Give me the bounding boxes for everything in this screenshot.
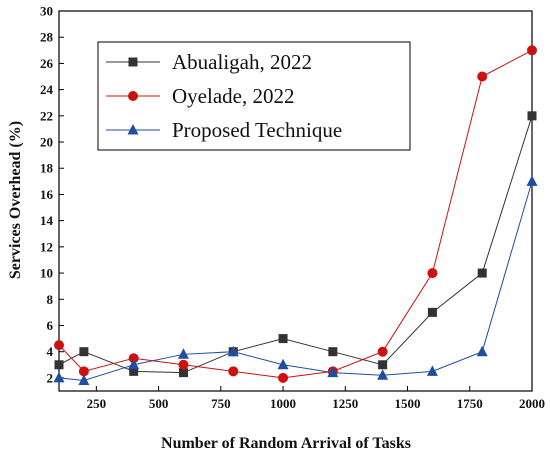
- y-tick-label: 12: [40, 239, 53, 254]
- plot-frame: [58, 10, 533, 392]
- series-layer: [53, 45, 538, 386]
- x-tick-label: 750: [211, 396, 231, 411]
- series-line: [58, 181, 533, 382]
- data-point: [177, 348, 189, 359]
- x-tick-label: 250: [87, 396, 107, 411]
- data-point: [178, 368, 188, 378]
- y-tick-label: 20: [40, 135, 53, 150]
- data-point: [426, 365, 438, 376]
- x-tick-label: 1750: [457, 396, 483, 411]
- data-point: [228, 366, 239, 377]
- data-point: [377, 346, 388, 357]
- data-point: [327, 366, 339, 378]
- data-point: [427, 268, 438, 279]
- data-point: [54, 340, 64, 351]
- data-point: [476, 345, 488, 357]
- y-tick-label: 26: [40, 56, 54, 71]
- data-point: [427, 307, 437, 317]
- plot-area: [58, 10, 533, 392]
- y-tick-label: 4: [47, 344, 54, 359]
- y-tick-label: 30: [40, 4, 53, 19]
- x-axis: 250 500 750 1000 1250 1500 1750 2000: [87, 386, 545, 411]
- data-point: [277, 358, 289, 370]
- y-tick-label: 10: [40, 266, 53, 281]
- x-tick-label: 1250: [332, 396, 358, 411]
- data-point: [377, 369, 389, 380]
- legend-item: Proposed Technique: [106, 118, 342, 142]
- data-point: [78, 366, 89, 377]
- data-point: [527, 111, 537, 121]
- data-point: [128, 358, 140, 370]
- y-tick-label: 18: [40, 161, 54, 176]
- data-point: [278, 334, 288, 344]
- data-point: [79, 347, 89, 357]
- data-point: [328, 347, 338, 357]
- x-axis-title: Number of Random Arrival of Tasks: [161, 435, 411, 452]
- legend-marker: [127, 124, 139, 135]
- x-tick-label: 500: [149, 396, 169, 411]
- y-axis-title: Services Overhead (%): [7, 121, 24, 279]
- series-line: [58, 115, 533, 374]
- legend-item: Oyelade, 2022: [106, 84, 294, 108]
- series-0: [54, 111, 537, 378]
- data-point: [54, 360, 64, 370]
- data-point: [278, 372, 289, 383]
- data-point: [526, 175, 538, 186]
- x-tick-label: 1500: [395, 396, 421, 411]
- series-1: [54, 45, 537, 383]
- x-tick-label: 1000: [270, 396, 296, 411]
- legend-marker: [128, 57, 138, 67]
- data-point: [53, 371, 65, 383]
- legend-item: Abualigah, 2022: [106, 50, 312, 74]
- data-point: [178, 359, 189, 370]
- legend: Abualigah, 2022 Oyelade, 2022 Proposed Tec…: [97, 41, 411, 151]
- y-tick-label: 8: [47, 292, 54, 307]
- data-point: [78, 374, 90, 386]
- y-tick-label: 14: [40, 213, 54, 228]
- data-point: [477, 268, 487, 278]
- y-tick-label: 22: [40, 108, 53, 123]
- data-point: [477, 71, 488, 82]
- legend-label: Proposed Technique: [172, 118, 342, 142]
- y-tick-label: 24: [40, 82, 54, 97]
- y-tick-label: 16: [40, 187, 54, 202]
- data-point: [128, 353, 139, 364]
- series-2: [53, 175, 538, 386]
- y-tick-label: 6: [47, 318, 54, 333]
- x-tick-label: 2000: [519, 396, 545, 411]
- data-point: [527, 45, 537, 56]
- data-point: [227, 345, 239, 357]
- y-tick-label: 2: [47, 370, 54, 385]
- legend-label: Oyelade, 2022: [172, 84, 294, 108]
- data-point: [129, 366, 139, 376]
- legend-marker: [128, 91, 138, 101]
- y-tick-label: 28: [40, 30, 54, 45]
- data-point: [378, 360, 388, 370]
- legend-label: Abualigah, 2022: [172, 50, 312, 74]
